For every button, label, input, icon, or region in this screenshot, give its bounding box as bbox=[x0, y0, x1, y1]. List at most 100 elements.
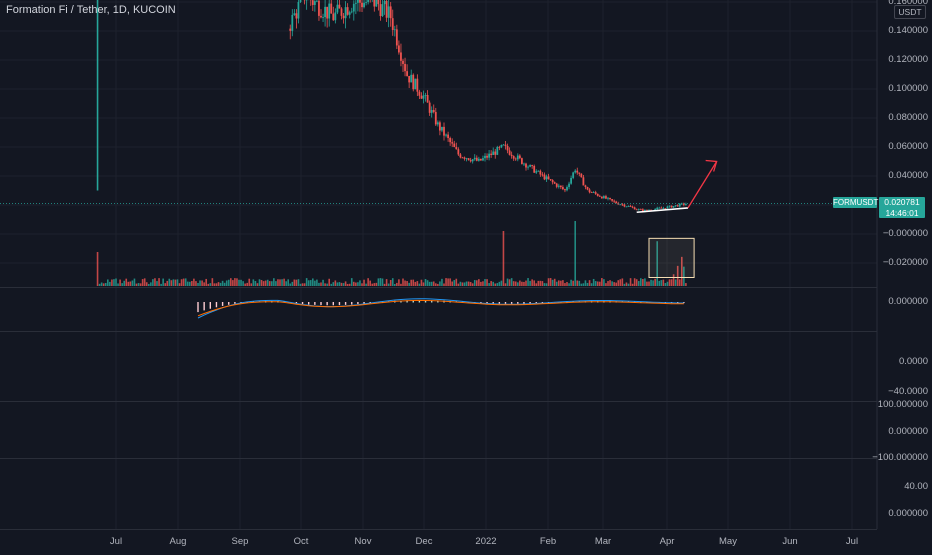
macd-histogram-bar bbox=[308, 302, 309, 305]
candle-body bbox=[662, 208, 664, 209]
volume-bar bbox=[634, 278, 636, 286]
volume-bar bbox=[579, 281, 581, 286]
volume-bar bbox=[652, 280, 654, 286]
volume-bar bbox=[521, 282, 523, 286]
volume-bar bbox=[216, 283, 218, 286]
volume-bar bbox=[632, 284, 634, 286]
pane-divider[interactable] bbox=[0, 287, 877, 288]
candle-body bbox=[316, 1, 318, 2]
pane-divider[interactable] bbox=[0, 331, 877, 332]
candle-body bbox=[492, 152, 494, 155]
volume-bar bbox=[328, 279, 330, 286]
volume-bar bbox=[371, 284, 373, 286]
volume-bar bbox=[601, 278, 603, 286]
volume-bar bbox=[685, 283, 687, 286]
indicator-axis-label: 100.000000 bbox=[878, 399, 928, 410]
volume-bar bbox=[511, 278, 513, 286]
candle-body bbox=[599, 196, 601, 197]
volume-bar bbox=[646, 282, 648, 286]
volume-bar bbox=[650, 280, 652, 286]
candle-body bbox=[460, 154, 462, 157]
candle-body bbox=[447, 135, 449, 138]
candle-body bbox=[314, 1, 316, 5]
target-arrow bbox=[688, 162, 717, 208]
candle-body bbox=[609, 198, 611, 199]
volume-bar bbox=[207, 284, 209, 286]
candle-body bbox=[478, 159, 480, 161]
volume-bar bbox=[451, 281, 453, 286]
volume-bar bbox=[197, 283, 199, 286]
volume-bar bbox=[185, 278, 187, 286]
candle-body bbox=[337, 5, 339, 13]
candle-body bbox=[537, 171, 539, 172]
pane-divider[interactable] bbox=[0, 529, 877, 530]
drawings[interactable] bbox=[637, 161, 717, 278]
volume-bar bbox=[392, 278, 394, 286]
macd-histogram-bar bbox=[314, 302, 315, 305]
candle-body bbox=[621, 204, 623, 205]
volume-bar bbox=[554, 279, 556, 286]
pane-divider[interactable] bbox=[0, 458, 877, 459]
indicator-axis-label: 0.000000 bbox=[888, 508, 928, 519]
candle-body bbox=[597, 194, 599, 196]
candle-body bbox=[453, 144, 455, 147]
candle-body bbox=[443, 127, 445, 136]
volume-bar bbox=[138, 283, 140, 286]
volume-bar bbox=[341, 283, 343, 286]
time-axis-label: Sep bbox=[232, 536, 249, 547]
candle-body bbox=[523, 164, 525, 165]
volume-bar bbox=[246, 283, 248, 286]
volume-bar bbox=[535, 283, 537, 286]
volume-bar bbox=[335, 280, 337, 286]
volume-bar bbox=[318, 283, 320, 286]
volume-bar bbox=[412, 280, 414, 286]
candle-body bbox=[476, 158, 478, 161]
volume-bar bbox=[130, 281, 132, 286]
macd-histogram-bar bbox=[197, 302, 198, 312]
volume-bar bbox=[589, 280, 591, 286]
volume-bar bbox=[661, 280, 663, 286]
candle-body bbox=[669, 206, 671, 207]
candle-body bbox=[431, 110, 433, 113]
candle-body bbox=[474, 158, 476, 159]
volume-bar bbox=[199, 280, 201, 286]
candle-body bbox=[318, 1, 320, 16]
volume-bars bbox=[97, 221, 687, 286]
volume-bar bbox=[369, 281, 371, 286]
time-axis-label: Jul bbox=[110, 536, 122, 547]
candle-body bbox=[468, 158, 470, 160]
volume-bar bbox=[263, 281, 265, 286]
candle-body bbox=[539, 171, 541, 175]
candle-body bbox=[632, 207, 634, 208]
candle-body bbox=[412, 75, 414, 89]
candle-body bbox=[402, 61, 404, 64]
candle-body bbox=[486, 156, 488, 158]
candle-body bbox=[562, 187, 564, 189]
candle-body bbox=[408, 76, 410, 82]
volume-bar bbox=[396, 283, 398, 286]
volume-bar bbox=[531, 279, 533, 286]
volume-bar bbox=[142, 279, 144, 286]
pane-divider[interactable] bbox=[0, 401, 877, 402]
volume-bar bbox=[548, 278, 550, 286]
currency-badge[interactable]: USDT bbox=[894, 5, 926, 19]
volume-bar bbox=[374, 283, 376, 286]
candle-body bbox=[517, 156, 519, 160]
candle-body bbox=[384, 1, 386, 4]
volume-bar bbox=[363, 280, 365, 286]
volume-bar bbox=[519, 281, 521, 286]
volume-bar bbox=[283, 279, 285, 286]
candle-body bbox=[630, 206, 632, 207]
volume-bar bbox=[306, 278, 308, 286]
candle-body bbox=[353, 4, 355, 12]
candle-body bbox=[464, 158, 466, 159]
macd-histogram-bar bbox=[351, 302, 352, 305]
candle-body bbox=[665, 208, 667, 209]
volume-bar bbox=[474, 280, 476, 286]
volume-bar bbox=[388, 284, 390, 286]
price-axis-label: 0.120000 bbox=[888, 54, 928, 65]
volume-bar bbox=[296, 280, 298, 286]
macd-histogram-bar bbox=[339, 302, 340, 305]
